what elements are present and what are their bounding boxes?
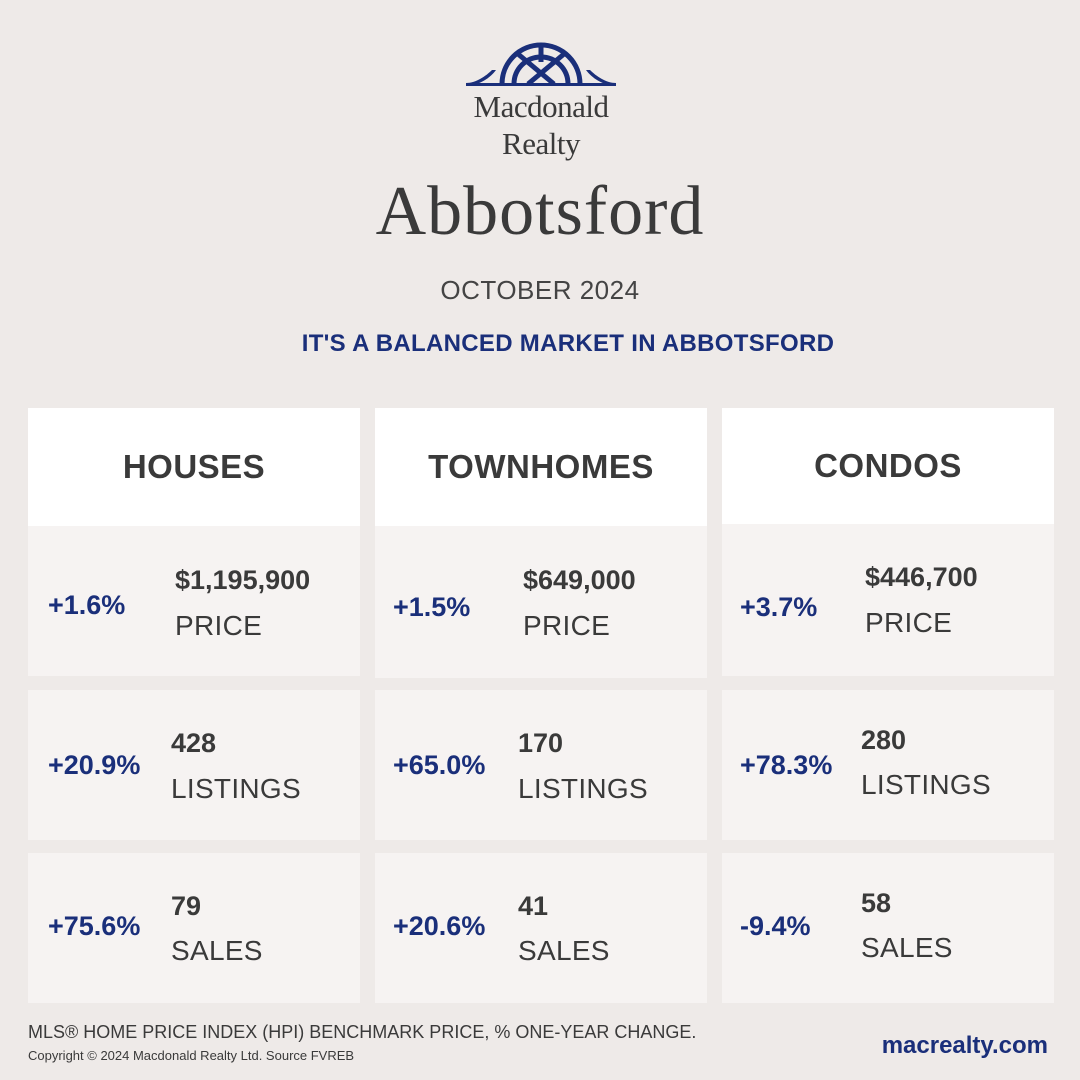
- macdonald-realty-logo: Macdonald Realty: [462, 40, 620, 162]
- stat-card-condos-sales: -9.4% 58 SALES: [722, 853, 1054, 1003]
- price-value: $1,195,900: [175, 565, 311, 595]
- stat-card-houses-sales: +75.6% 79 SALES: [28, 853, 360, 1003]
- website-link[interactable]: macrealty.com: [881, 1032, 1048, 1059]
- sales-label: SALES: [861, 932, 953, 963]
- price-change-pct: +1.5%: [393, 592, 471, 622]
- stat-card-houses-price: +1.6% $1,195,900 PRICE: [28, 526, 360, 676]
- listings-label: LISTINGS: [171, 773, 301, 804]
- listings-change-pct: +78.3%: [740, 750, 833, 780]
- stat-card-townhomes-price: +1.5% $649,000 PRICE: [375, 526, 707, 678]
- arch-emblem-icon: [466, 42, 616, 86]
- sales-value: 58: [861, 888, 892, 918]
- column-header-houses: HOUSES: [28, 408, 360, 526]
- price-label: PRICE: [865, 607, 953, 638]
- sales-change-pct: -9.4%: [740, 911, 811, 941]
- city-title: Abbotsford: [375, 173, 705, 250]
- listings-change-pct: +20.9%: [48, 750, 141, 780]
- column-header-townhomes: TOWNHOMES: [375, 408, 707, 526]
- report-month: OCTOBER 2024: [440, 275, 640, 305]
- price-value: $446,700: [865, 562, 978, 592]
- listings-value: 170: [518, 728, 564, 758]
- listings-value: 428: [171, 728, 217, 758]
- price-change-pct: +3.7%: [740, 592, 818, 622]
- listings-label: LISTINGS: [518, 773, 648, 804]
- listings-value: 280: [861, 725, 907, 755]
- listings-change-pct: +65.0%: [393, 750, 486, 780]
- listings-label: LISTINGS: [861, 769, 991, 800]
- stat-card-townhomes-listings: +65.0% 170 LISTINGS: [375, 690, 707, 840]
- stat-card-condos-listings: +78.3% 280 LISTINGS: [722, 690, 1054, 840]
- hpi-footnote: MLS® HOME PRICE INDEX (HPI) BENCHMARK PR…: [28, 1022, 697, 1042]
- price-change-pct: +1.6%: [48, 590, 126, 620]
- sales-value: 41: [518, 891, 549, 921]
- price-label: PRICE: [523, 610, 611, 641]
- sales-change-pct: +20.6%: [393, 911, 486, 941]
- stat-card-condos-price: +3.7% $446,700 PRICE: [722, 524, 1054, 676]
- stat-card-townhomes-sales: +20.6% 41 SALES: [375, 853, 707, 1003]
- sales-label: SALES: [518, 935, 610, 966]
- market-headline: IT'S A BALANCED MARKET IN ABBOTSFORD: [301, 330, 835, 357]
- price-label: PRICE: [175, 610, 263, 641]
- column-header-condos: CONDOS: [722, 408, 1054, 524]
- price-value: $649,000: [523, 565, 636, 595]
- sales-label: SALES: [171, 935, 263, 966]
- sales-value: 79: [171, 891, 202, 921]
- sales-change-pct: +75.6%: [48, 911, 141, 941]
- brand-name-line1: Macdonald: [473, 89, 609, 124]
- brand-name-line2: Realty: [502, 126, 580, 161]
- stat-card-houses-listings: +20.9% 428 LISTINGS: [28, 690, 360, 840]
- copyright-notice: Copyright © 2024 Macdonald Realty Ltd. S…: [28, 1048, 355, 1063]
